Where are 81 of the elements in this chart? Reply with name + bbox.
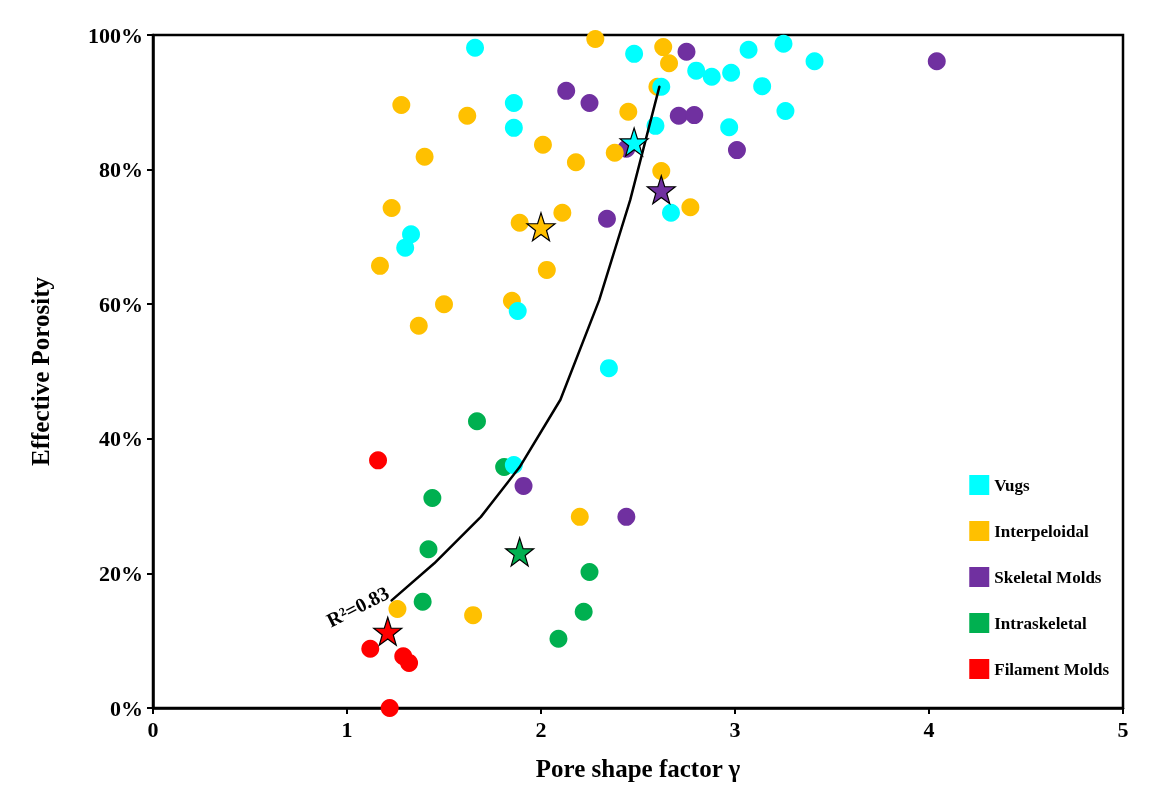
point	[402, 225, 421, 244]
point	[415, 147, 434, 166]
point	[371, 256, 389, 275]
point	[619, 102, 638, 121]
point	[580, 93, 599, 112]
point	[566, 153, 585, 172]
y-tick-label: 100%	[88, 22, 143, 48]
point	[466, 38, 485, 57]
x-axis-title: Pore shape factor γ	[535, 755, 741, 782]
y-tick-label: 40%	[99, 426, 143, 452]
legend-label: Vugs	[994, 475, 1030, 495]
point	[570, 507, 589, 526]
point	[396, 238, 415, 257]
point	[702, 67, 721, 86]
legend-label: Interpeloidal	[994, 521, 1089, 541]
point	[687, 61, 706, 80]
y-tick-label: 80%	[99, 157, 143, 183]
point	[504, 93, 523, 112]
point	[722, 63, 741, 82]
point	[413, 592, 432, 611]
y-tick-label: 0%	[110, 695, 143, 721]
point	[652, 161, 671, 180]
point	[654, 38, 673, 57]
legend-label: Filament Molds	[994, 659, 1110, 679]
point	[574, 602, 593, 621]
point	[677, 42, 696, 61]
point	[685, 106, 704, 125]
point	[605, 143, 624, 162]
point	[369, 451, 388, 470]
point	[409, 316, 428, 335]
x-tick-label: 3	[729, 716, 741, 742]
point	[617, 507, 636, 526]
point	[625, 44, 644, 63]
point	[805, 52, 824, 71]
point	[580, 563, 599, 582]
x-tick-label: 4	[923, 716, 935, 742]
point	[382, 198, 401, 217]
legend-label: Skeletal Molds	[994, 567, 1102, 587]
point	[423, 489, 442, 508]
point	[727, 141, 746, 160]
point	[652, 77, 671, 96]
point	[468, 412, 486, 431]
point	[662, 203, 680, 222]
y-axis-title: Effective Porosity	[27, 276, 54, 467]
point	[510, 213, 529, 232]
point	[720, 118, 739, 137]
point	[776, 102, 795, 121]
point	[586, 30, 605, 49]
point	[508, 301, 527, 320]
point	[537, 260, 556, 279]
point	[504, 118, 523, 137]
x-tick-label: 1	[341, 716, 353, 742]
point	[458, 106, 477, 125]
point	[739, 40, 758, 59]
y-tick-label: 20%	[99, 560, 143, 586]
point	[435, 295, 453, 314]
point	[533, 135, 552, 154]
point	[597, 209, 616, 228]
point	[419, 540, 438, 559]
point	[681, 198, 700, 217]
point	[557, 81, 576, 100]
y-tick-label: 60%	[99, 291, 143, 317]
legend-label: Intraskeletal	[994, 613, 1088, 633]
x-tick-label: 2	[535, 716, 547, 742]
x-tick-label: 5	[1117, 716, 1129, 742]
point	[388, 600, 407, 619]
point	[553, 203, 572, 222]
point	[380, 699, 399, 717]
point	[774, 34, 793, 53]
point	[464, 606, 483, 625]
point	[599, 359, 618, 378]
point	[514, 476, 533, 495]
point	[361, 639, 380, 658]
point	[400, 653, 419, 672]
point	[927, 52, 946, 71]
point	[660, 54, 679, 73]
point	[669, 106, 688, 125]
x-tick-label: 0	[147, 716, 159, 742]
point	[549, 629, 568, 648]
point	[753, 77, 772, 96]
point	[392, 96, 411, 114]
